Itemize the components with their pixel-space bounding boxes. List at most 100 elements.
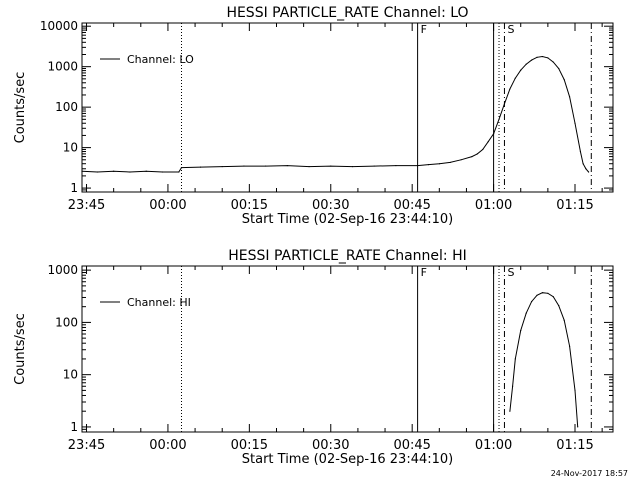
x-tick-label: 23:45 bbox=[68, 198, 105, 213]
data-point bbox=[558, 304, 560, 307]
data-point bbox=[587, 171, 590, 173]
data-point bbox=[438, 163, 440, 165]
data-point bbox=[308, 165, 310, 168]
data-point bbox=[476, 153, 478, 155]
data-point bbox=[509, 88, 511, 90]
event-marker-label: F bbox=[421, 23, 427, 36]
data-point bbox=[395, 164, 397, 167]
data-point bbox=[509, 410, 511, 412]
plot-frame bbox=[81, 265, 614, 433]
y-axis-label: Counts/sec bbox=[13, 72, 28, 144]
x-tick-label: 00:45 bbox=[393, 438, 430, 453]
event-marker-label: S bbox=[507, 266, 514, 279]
data-point bbox=[577, 426, 579, 428]
data-point bbox=[161, 171, 164, 173]
data-point bbox=[552, 296, 554, 298]
x-tick-label: 00:45 bbox=[393, 198, 430, 213]
data-point bbox=[417, 164, 419, 167]
data-point bbox=[265, 165, 267, 167]
data-point bbox=[503, 103, 506, 105]
hi-channel-panel: HESSI PARTICLE_RATE Channel: HI 1 10 100 100… bbox=[13, 248, 614, 467]
y-tick-label: 1000 bbox=[47, 263, 78, 277]
data-point bbox=[471, 155, 473, 158]
data-point bbox=[547, 292, 549, 294]
y-tick-label: 10000 bbox=[40, 19, 78, 33]
x-tick-label: 00:30 bbox=[312, 198, 349, 213]
data-point bbox=[574, 122, 576, 124]
series-line bbox=[81, 55, 589, 173]
data-point bbox=[568, 96, 571, 98]
data-point bbox=[530, 301, 533, 303]
data-point bbox=[579, 150, 582, 153]
data-point bbox=[536, 56, 538, 58]
y-axis-label: Counts/sec bbox=[13, 313, 28, 385]
y-tick-label: 100 bbox=[55, 315, 78, 329]
data-point bbox=[582, 163, 584, 165]
data-point bbox=[373, 165, 375, 167]
y-tick-label: 1000 bbox=[47, 60, 78, 74]
y-tick-label: 10 bbox=[63, 368, 78, 382]
data-point bbox=[530, 59, 533, 61]
print-timestamp: 24-Nov-2017 18:57 bbox=[550, 469, 628, 478]
x-tick-label: 00:00 bbox=[149, 438, 186, 453]
data-point bbox=[568, 345, 571, 347]
data-point bbox=[536, 294, 538, 296]
data-point bbox=[199, 166, 202, 168]
data-point bbox=[243, 165, 245, 167]
x-tick-label: 01:15 bbox=[556, 198, 593, 213]
data-point bbox=[552, 61, 554, 63]
x-tick-label: 00:30 bbox=[312, 438, 349, 453]
legend-entry: Channel: HI bbox=[127, 296, 191, 309]
data-point bbox=[511, 385, 514, 387]
data-point bbox=[563, 319, 565, 321]
data-point bbox=[178, 171, 180, 173]
data-point bbox=[96, 171, 98, 173]
y-tick-label: 10 bbox=[63, 141, 78, 155]
x-tick-label: 00:15 bbox=[231, 198, 268, 213]
event-marker-label: S bbox=[507, 23, 514, 36]
data-point bbox=[520, 329, 522, 332]
data-point bbox=[427, 164, 430, 166]
data-point bbox=[541, 292, 544, 294]
x-tick-label: 01:15 bbox=[556, 438, 593, 453]
x-axis-label: Start Time (02-Sep-16 23:44:10) bbox=[242, 212, 453, 227]
data-point bbox=[520, 69, 522, 71]
data-point bbox=[541, 55, 544, 58]
chart-title: HESSI PARTICLE_RATE Channel: LO bbox=[226, 5, 468, 21]
data-point bbox=[482, 148, 484, 151]
data-point bbox=[113, 170, 115, 172]
lo-channel-panel: HESSI PARTICLE_RATE Channel: LO 1 10 100 100… bbox=[13, 5, 614, 227]
data-point bbox=[81, 170, 83, 172]
x-tick-label: 00:15 bbox=[231, 438, 268, 453]
y-tick-label: 1 bbox=[70, 420, 78, 434]
data-point bbox=[563, 78, 565, 81]
data-point bbox=[547, 57, 549, 59]
legend-entry: Channel: LO bbox=[127, 53, 194, 66]
data-point bbox=[449, 161, 451, 164]
x-tick-label: 23:45 bbox=[68, 438, 105, 453]
y-tick-label: 100 bbox=[55, 100, 78, 114]
data-point bbox=[498, 118, 500, 120]
data-point bbox=[585, 168, 587, 170]
data-point bbox=[460, 159, 462, 161]
data-point bbox=[351, 165, 354, 168]
chart-title: HESSI PARTICLE_RATE Channel: HI bbox=[228, 248, 466, 264]
data-point bbox=[487, 141, 489, 143]
data-point bbox=[330, 165, 332, 167]
data-point bbox=[286, 164, 288, 167]
y-tick-label: 1 bbox=[70, 181, 78, 195]
data-point bbox=[514, 77, 516, 79]
series-line bbox=[509, 292, 579, 427]
event-marker-label: F bbox=[421, 266, 427, 279]
x-tick-label: 00:00 bbox=[149, 198, 186, 213]
x-tick-label: 01:00 bbox=[475, 198, 512, 213]
data-point bbox=[145, 170, 147, 172]
data-point bbox=[525, 312, 527, 314]
data-point bbox=[180, 167, 183, 169]
data-point bbox=[492, 133, 495, 135]
data-point bbox=[221, 165, 223, 168]
data-point bbox=[129, 171, 131, 173]
data-point bbox=[558, 67, 560, 70]
x-tick-label: 01:00 bbox=[475, 438, 512, 453]
